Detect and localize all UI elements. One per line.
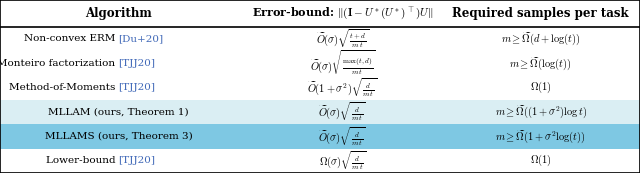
Text: $\Omega(\sigma)\sqrt{\frac{d}{m\,t}}$: $\Omega(\sigma)\sqrt{\frac{d}{m\,t}}$ <box>319 149 366 172</box>
Bar <box>0 149 640 173</box>
Text: $\widetilde{O}(\sigma)\sqrt{\frac{d}{m\,t}}$: $\widetilde{O}(\sigma)\sqrt{\frac{d}{m\,… <box>319 125 366 148</box>
Text: [Du+20]: [Du+20] <box>118 34 164 43</box>
Text: $\widetilde{O}(\sigma)\sqrt{\frac{\max(t,d)}{m\,t}}$: $\widetilde{O}(\sigma)\sqrt{\frac{\max(t… <box>310 49 375 78</box>
Text: $\Omega(1)$: $\Omega(1)$ <box>530 80 552 95</box>
Bar <box>0 100 640 124</box>
Bar <box>0 76 640 100</box>
Bar <box>0 51 640 76</box>
Text: $\widetilde{O}(1+\sigma^2)\sqrt{\frac{d}{m\,t}}$: $\widetilde{O}(1+\sigma^2)\sqrt{\frac{d}… <box>307 76 378 99</box>
Text: MLLAM (ours, Theorem 1): MLLAM (ours, Theorem 1) <box>48 108 189 117</box>
Bar <box>0 27 640 51</box>
Text: $\Omega(1)$: $\Omega(1)$ <box>530 153 552 169</box>
Text: $m \geq \widetilde{\Omega}((1+\sigma^2)\log t)$: $m \geq \widetilde{\Omega}((1+\sigma^2)\… <box>495 104 587 120</box>
Text: $\widetilde{O}(\sigma)\sqrt{\frac{t+d}{m\,t}}$: $\widetilde{O}(\sigma)\sqrt{\frac{t+d}{m… <box>316 28 369 51</box>
Text: $m \geq \widetilde{\Omega}(\log(t))$: $m \geq \widetilde{\Omega}(\log(t))$ <box>509 55 572 72</box>
Text: $m \geq \widetilde{\Omega}(d + \log(t))$: $m \geq \widetilde{\Omega}(d + \log(t))$ <box>501 31 580 47</box>
Text: $m \geq \widetilde{\Omega}(1+\sigma^2\log(t))$: $m \geq \widetilde{\Omega}(1+\sigma^2\lo… <box>495 128 586 145</box>
Text: Error-bound: $\|(\mathbf{I} - U^*(U^*)^\top)U\|$: Error-bound: $\|(\mathbf{I} - U^*(U^*)^\… <box>252 5 433 21</box>
Text: $\widetilde{O}(\sigma)\sqrt{\frac{d}{m\,t}}$: $\widetilde{O}(\sigma)\sqrt{\frac{d}{m\,… <box>319 101 366 123</box>
Text: Algorithm: Algorithm <box>85 7 152 20</box>
Text: Required samples per task: Required samples per task <box>452 7 629 20</box>
Bar <box>0 0 640 27</box>
Text: [TJJ20]: [TJJ20] <box>118 83 156 92</box>
Text: Lower-bound: Lower-bound <box>45 156 118 165</box>
Text: MLLAMS (ours, Theorem 3): MLLAMS (ours, Theorem 3) <box>45 132 192 141</box>
Text: Non-convex ERM: Non-convex ERM <box>24 34 118 43</box>
Text: [TJJ20]: [TJJ20] <box>118 156 156 165</box>
Bar <box>0 124 640 149</box>
Text: [TJJ20]: [TJJ20] <box>118 59 156 68</box>
Text: Method-of-Moments: Method-of-Moments <box>9 83 118 92</box>
Text: Burer-Monteiro factorization: Burer-Monteiro factorization <box>0 59 118 68</box>
